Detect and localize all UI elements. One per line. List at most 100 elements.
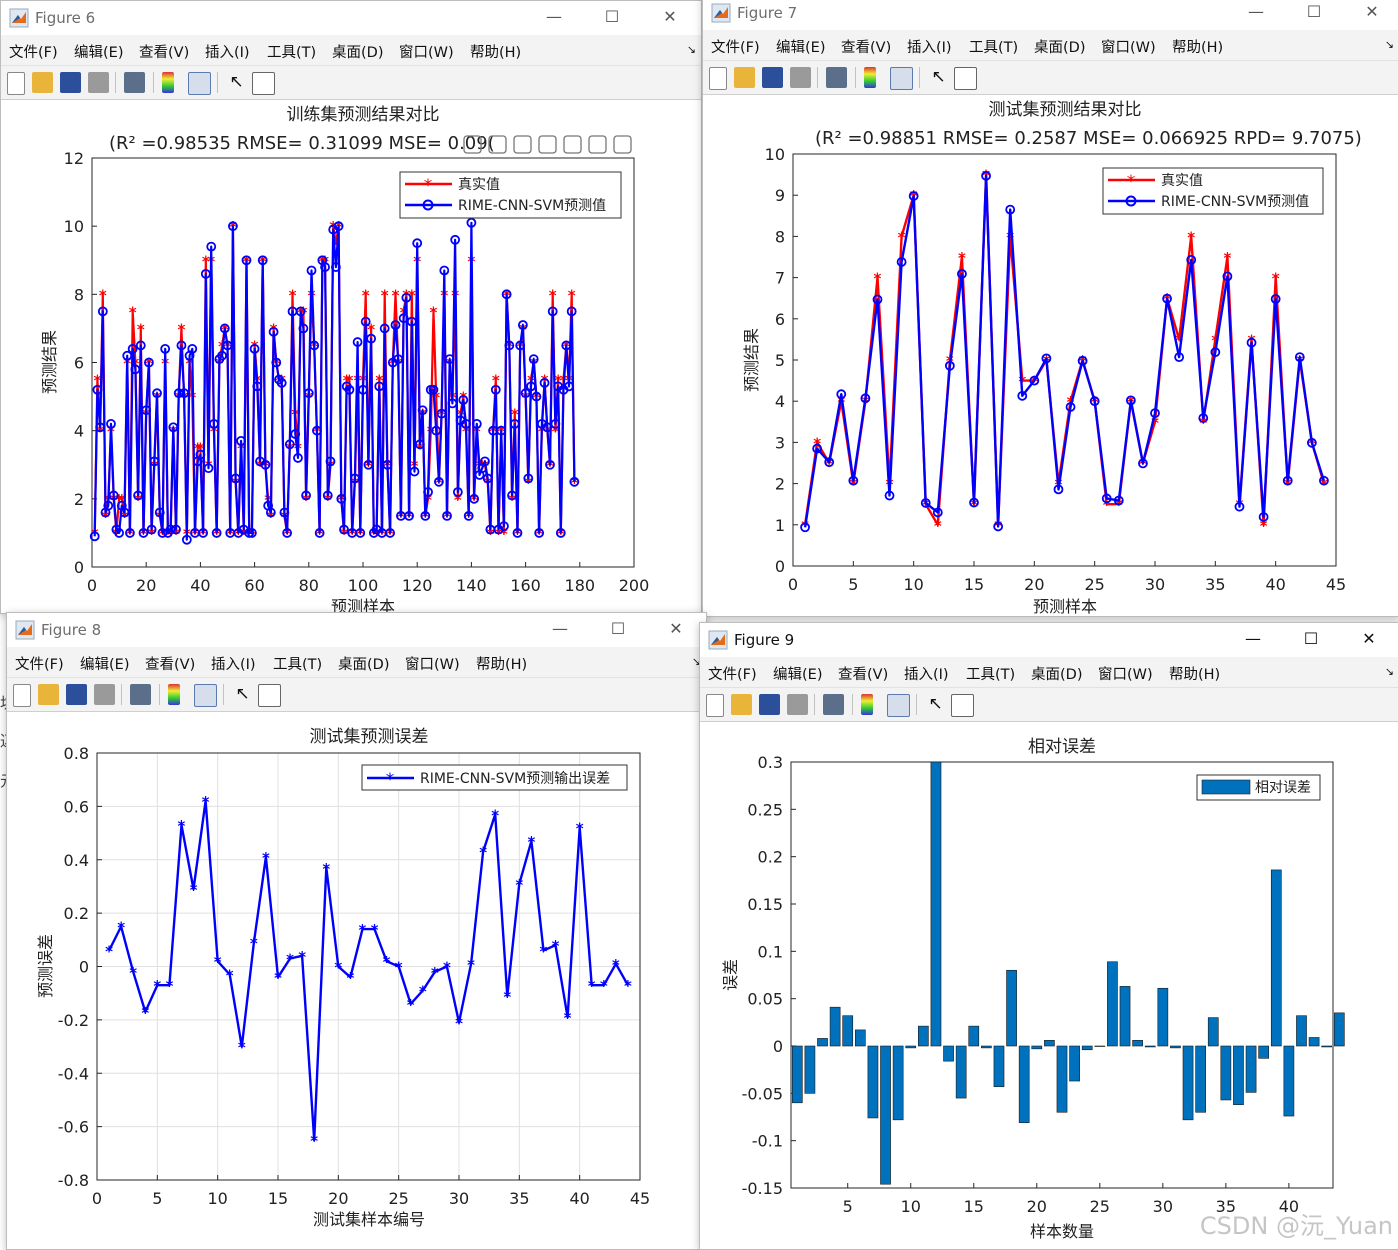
minimize-icon[interactable]: — <box>546 7 562 26</box>
menu-window[interactable]: 窗口(W) <box>1098 667 1153 683</box>
menu-view[interactable]: 查看(V) <box>145 657 196 673</box>
open-file-icon[interactable] <box>734 67 755 88</box>
open-file-icon[interactable] <box>32 72 53 93</box>
menu-window[interactable]: 窗口(W) <box>399 45 454 61</box>
property-editor-icon[interactable] <box>252 72 275 95</box>
save-icon[interactable] <box>66 684 87 705</box>
close-icon[interactable]: ✕ <box>1362 629 1376 648</box>
close-icon[interactable]: ✕ <box>1365 2 1379 21</box>
print-icon[interactable] <box>787 694 808 715</box>
title-bar[interactable]: Figure 9 — ☐ ✕ <box>700 623 1398 657</box>
maximize-icon[interactable]: ☐ <box>1303 629 1319 648</box>
maximize-icon[interactable]: ☐ <box>610 619 626 638</box>
pointer-icon[interactable]: ↖ <box>931 67 946 87</box>
maximize-icon[interactable]: ☐ <box>1306 2 1322 21</box>
menu-view[interactable]: 查看(V) <box>841 40 892 56</box>
property-editor-icon[interactable] <box>954 67 977 90</box>
pointer-icon[interactable]: ↖ <box>229 72 244 92</box>
new-figure-icon[interactable] <box>709 67 727 90</box>
menu-file[interactable]: 文件(F) <box>708 667 757 683</box>
title-bar[interactable]: Figure 7 — ☐ ✕ <box>703 0 1398 30</box>
print-icon[interactable] <box>88 72 109 93</box>
property-editor-icon[interactable] <box>951 694 974 717</box>
menu-view[interactable]: 查看(V) <box>838 667 889 683</box>
close-icon[interactable]: ✕ <box>669 619 683 638</box>
error-series-point: * <box>310 1132 318 1150</box>
menu-insert[interactable]: 插入(I) <box>904 667 949 683</box>
open-file-icon[interactable] <box>731 694 752 715</box>
figure-8-window[interactable]: Figure 8 — ☐ ✕ 文件(F) 编辑(E) 查看(V) 插入(I) 工… <box>6 612 707 1250</box>
new-figure-icon[interactable] <box>13 684 31 707</box>
link-plot-icon[interactable] <box>124 72 145 93</box>
print-icon[interactable] <box>790 67 811 88</box>
pred-series-point <box>1246 337 1257 348</box>
menu-insert[interactable]: 插入(I) <box>205 45 250 61</box>
colorbar-icon[interactable] <box>861 694 873 715</box>
menu-help[interactable]: 帮助(H) <box>1172 40 1224 56</box>
pointer-icon[interactable]: ↖ <box>235 684 250 704</box>
minimize-icon[interactable]: — <box>1245 629 1261 648</box>
menu-overflow-icon[interactable]: ↘ <box>1384 665 1394 678</box>
legend-icon[interactable] <box>887 694 910 717</box>
menu-tools[interactable]: 工具(T) <box>273 657 323 673</box>
menu-desktop[interactable]: 桌面(D) <box>338 657 390 673</box>
colorbar-icon[interactable] <box>162 72 174 93</box>
print-icon[interactable] <box>94 684 115 705</box>
figure-7-window[interactable]: Figure 7 — ☐ ✕ 文件(F) 编辑(E) 查看(V) 插入(I) 工… <box>702 0 1398 617</box>
minimize-icon[interactable]: — <box>1248 2 1264 21</box>
menu-help[interactable]: 帮助(H) <box>470 45 522 61</box>
maximize-icon[interactable]: ☐ <box>604 7 620 26</box>
menu-overflow-icon[interactable]: ↘ <box>1384 38 1394 51</box>
legend-icon[interactable] <box>890 67 913 90</box>
x-tick-label: 5 <box>848 575 858 594</box>
menu-edit[interactable]: 编辑(E) <box>776 40 826 56</box>
colorbar-icon[interactable] <box>864 67 876 88</box>
menu-file[interactable]: 文件(F) <box>711 40 760 56</box>
figure-9-window[interactable]: Figure 9 — ☐ ✕ 文件(F) 编辑(E) 查看(V) 插入(I) 工… <box>699 622 1398 1250</box>
menu-overflow-icon[interactable]: ↘ <box>691 655 701 668</box>
menu-file[interactable]: 文件(F) <box>9 45 58 61</box>
new-figure-icon[interactable] <box>7 72 25 95</box>
pred-series-point <box>512 528 523 538</box>
menu-edit[interactable]: 编辑(E) <box>80 657 130 673</box>
menu-overflow-icon[interactable]: ↘ <box>686 43 696 56</box>
menu-tools[interactable]: 工具(T) <box>969 40 1019 56</box>
legend-icon[interactable] <box>194 684 217 707</box>
title-bar[interactable]: Figure 6 — ☐ ✕ <box>1 1 701 35</box>
close-icon[interactable]: ✕ <box>663 7 677 26</box>
menu-window[interactable]: 窗口(W) <box>405 657 460 673</box>
open-file-icon[interactable] <box>38 684 59 705</box>
pointer-icon[interactable]: ↖ <box>928 694 943 714</box>
true-series-point: * <box>99 286 107 304</box>
menu-desktop[interactable]: 桌面(D) <box>1031 667 1083 683</box>
pred-series-point <box>515 340 526 351</box>
save-icon[interactable] <box>60 72 81 93</box>
menu-help[interactable]: 帮助(H) <box>1169 667 1221 683</box>
error-series-point: * <box>105 942 113 960</box>
menu-help[interactable]: 帮助(H) <box>476 657 528 673</box>
link-plot-icon[interactable] <box>823 694 844 715</box>
new-figure-icon[interactable] <box>706 694 724 717</box>
property-editor-icon[interactable] <box>258 684 281 707</box>
figure-6-window[interactable]: Figure 6 — ☐ ✕ 文件(F) 编辑(E) 查看(V) 插入(I) 工… <box>0 0 702 614</box>
menu-desktop[interactable]: 桌面(D) <box>1034 40 1086 56</box>
title-bar[interactable]: Figure 8 — ☐ ✕ <box>7 613 706 647</box>
link-plot-icon[interactable] <box>826 67 847 88</box>
error-series-point: * <box>262 849 270 867</box>
menu-desktop[interactable]: 桌面(D) <box>332 45 384 61</box>
minimize-icon[interactable]: — <box>552 619 568 638</box>
menu-insert[interactable]: 插入(I) <box>211 657 256 673</box>
menu-edit[interactable]: 编辑(E) <box>74 45 124 61</box>
colorbar-icon[interactable] <box>168 684 180 705</box>
menu-tools[interactable]: 工具(T) <box>966 667 1016 683</box>
save-icon[interactable] <box>759 694 780 715</box>
link-plot-icon[interactable] <box>130 684 151 705</box>
menu-edit[interactable]: 编辑(E) <box>773 667 823 683</box>
menu-view[interactable]: 查看(V) <box>139 45 190 61</box>
save-icon[interactable] <box>762 67 783 88</box>
menu-tools[interactable]: 工具(T) <box>267 45 317 61</box>
menu-insert[interactable]: 插入(I) <box>907 40 952 56</box>
legend-icon[interactable] <box>188 72 211 95</box>
menu-window[interactable]: 窗口(W) <box>1101 40 1156 56</box>
menu-file[interactable]: 文件(F) <box>15 657 64 673</box>
